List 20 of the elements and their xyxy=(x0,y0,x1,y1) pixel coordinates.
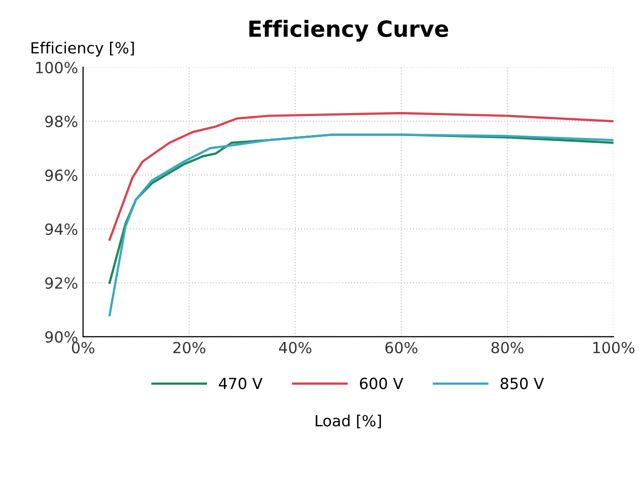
x-tick-label: 0% xyxy=(72,342,94,354)
x-tick-label: 60% xyxy=(385,342,418,354)
y-tick-label: 94% xyxy=(45,223,78,235)
y-tick-label: 100% xyxy=(36,62,78,74)
x-tick-label: 40% xyxy=(278,342,312,354)
x-tick-label: 20% xyxy=(173,342,206,354)
y-tick-label: 98% xyxy=(45,116,78,128)
x-tick-label: 100% xyxy=(593,342,634,354)
y-tick-label: 96% xyxy=(45,170,78,182)
legend-label: 850 V xyxy=(500,378,544,390)
x-axis-title: Load [%] xyxy=(316,414,381,428)
x-tick-label: 80% xyxy=(491,342,524,354)
line-series xyxy=(108,134,614,316)
legend-label: 600 V xyxy=(360,378,404,390)
y-tick-label: 92% xyxy=(45,277,78,289)
legend-label: 470 V xyxy=(218,378,262,390)
chart-title: Efficiency Curve xyxy=(249,20,448,42)
y-tick-label: 90% xyxy=(45,331,78,343)
line-series xyxy=(108,112,614,241)
y-axis-title: Efficiency [%] xyxy=(32,42,134,57)
